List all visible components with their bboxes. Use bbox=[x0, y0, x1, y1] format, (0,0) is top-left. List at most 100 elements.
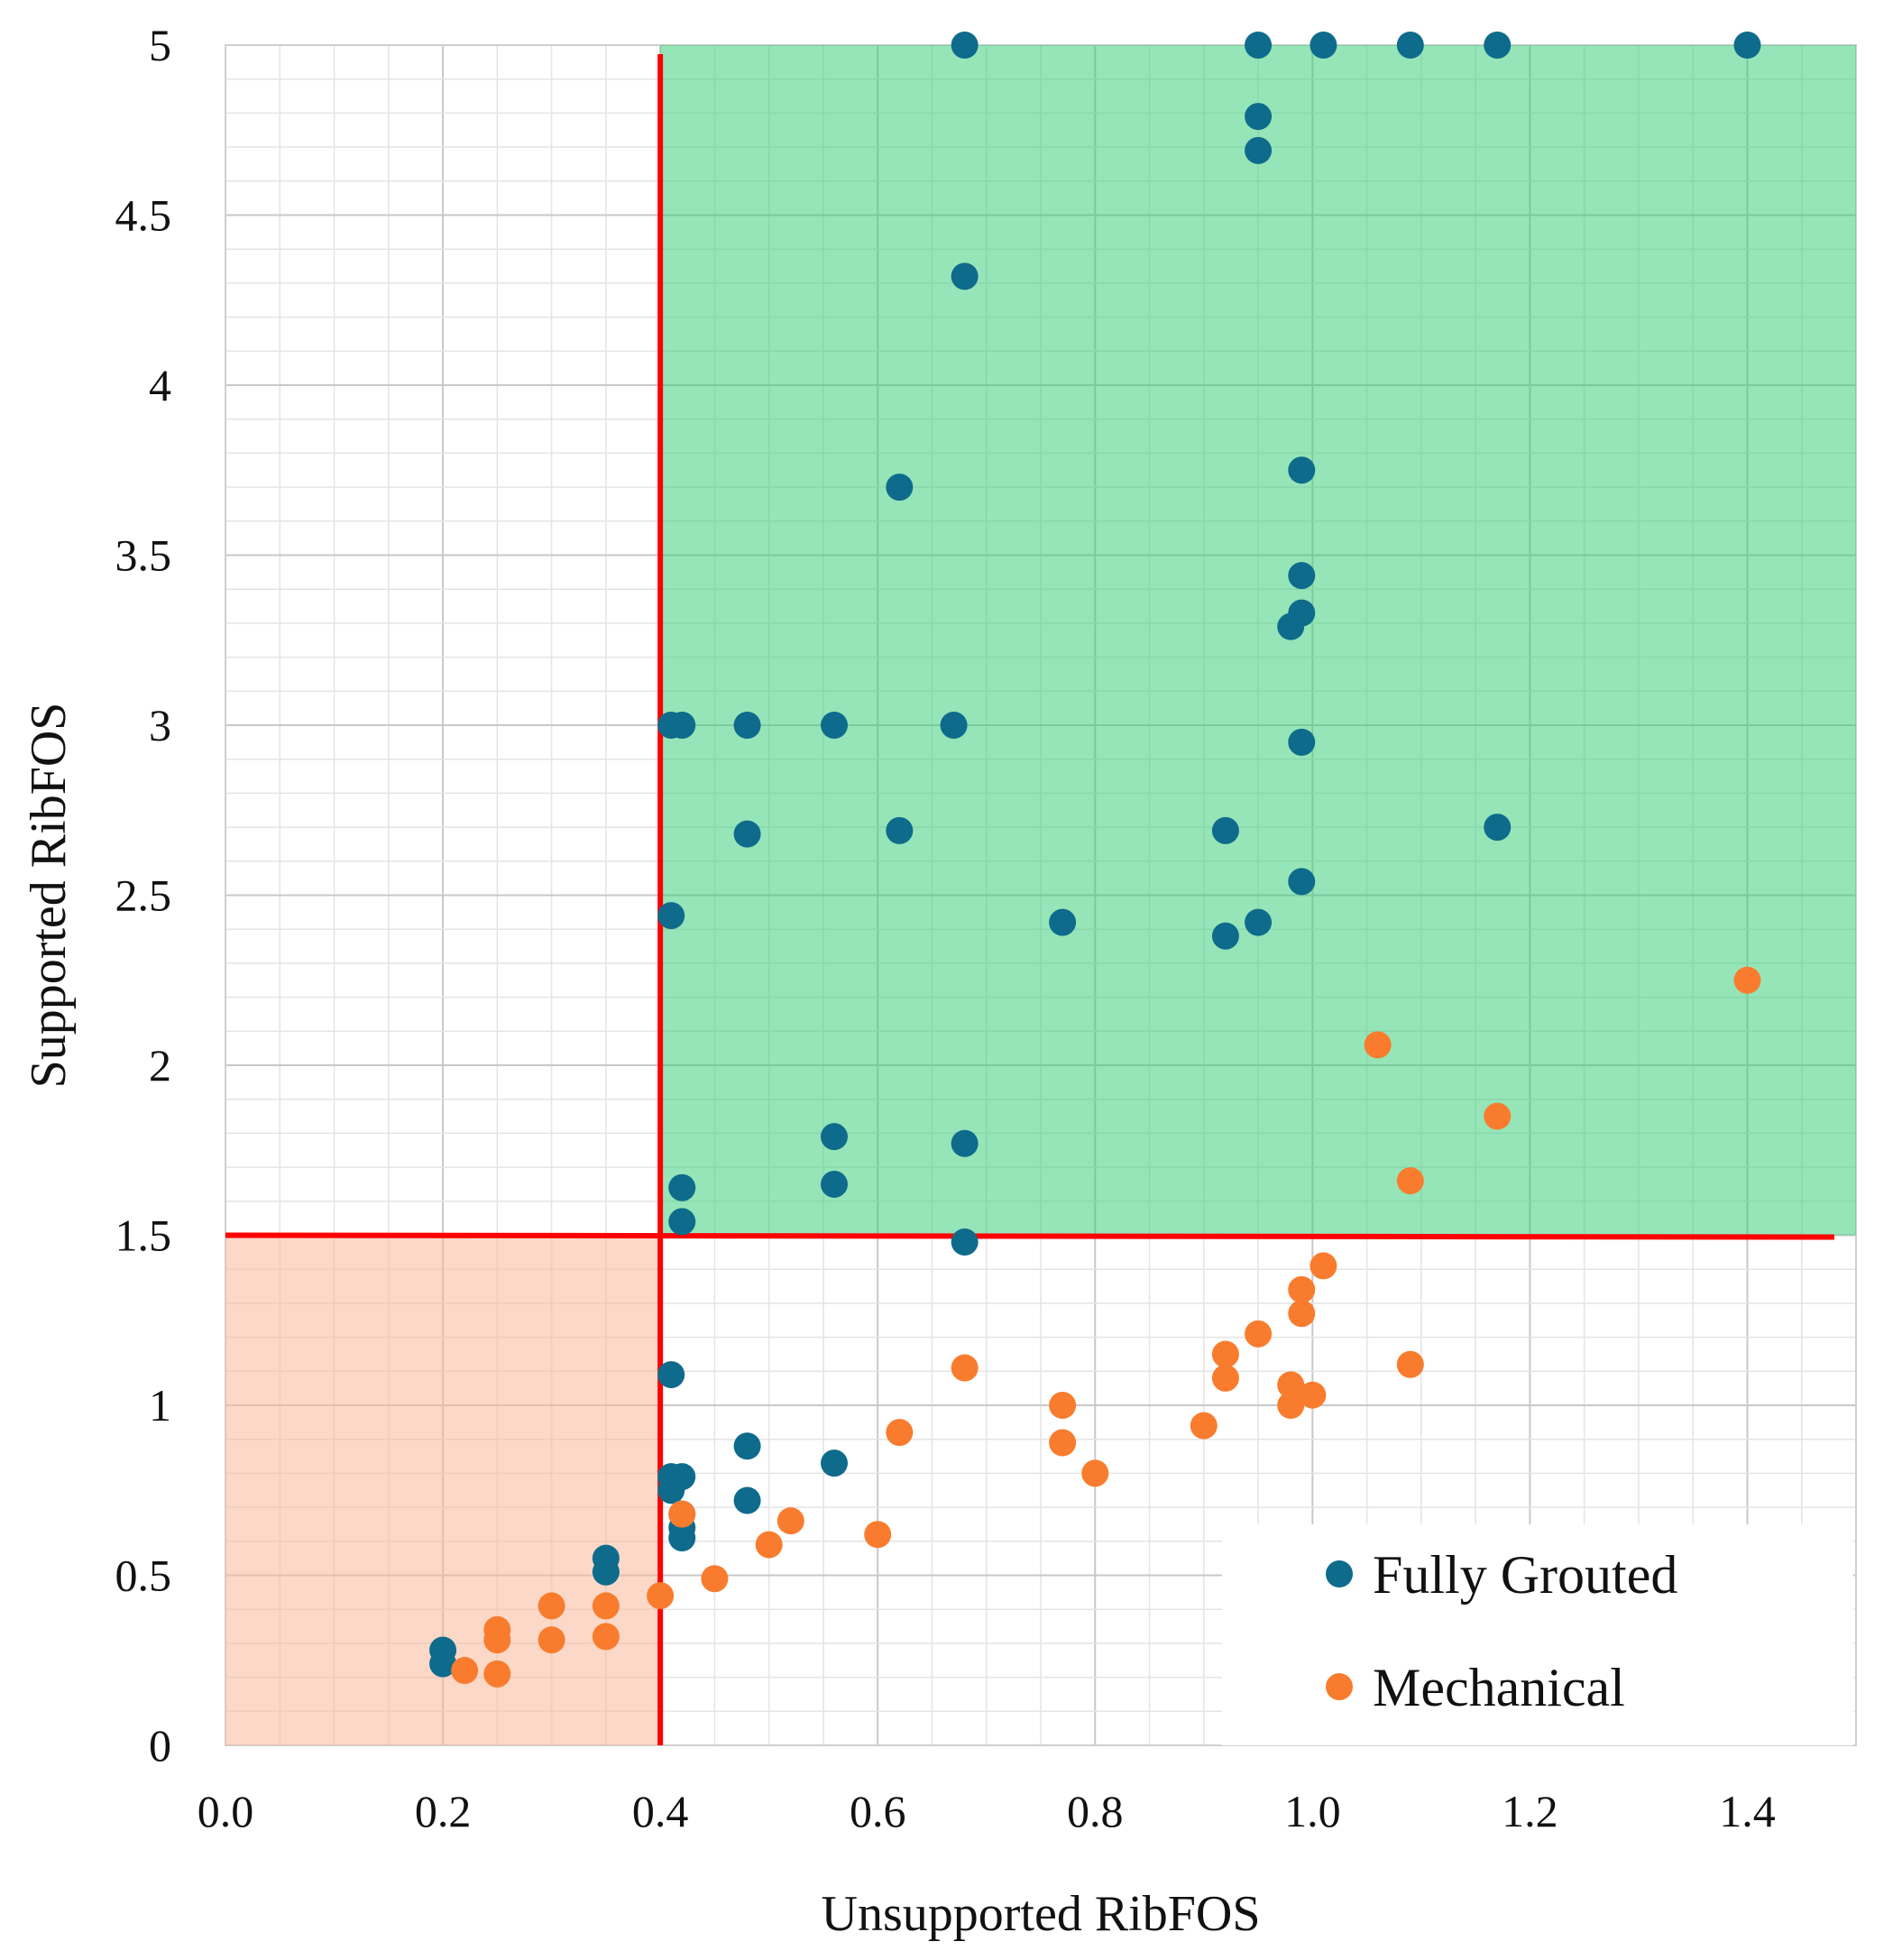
mechanical-point bbox=[1299, 1381, 1327, 1409]
fully-grouted-point bbox=[1288, 562, 1316, 590]
fully-grouted-point bbox=[733, 1486, 761, 1514]
fully-grouted-point bbox=[940, 712, 968, 739]
mechanical-point bbox=[1484, 1102, 1512, 1130]
series-fully-grouted bbox=[429, 32, 1761, 1678]
threshold-lines bbox=[225, 54, 1834, 1745]
fully-grouted-point bbox=[820, 1170, 848, 1198]
fully-grouted-point bbox=[820, 712, 848, 739]
fully-grouted-point bbox=[657, 1361, 685, 1389]
mechanical-point bbox=[886, 1419, 914, 1447]
y-tick-label: 0 bbox=[149, 1720, 171, 1771]
mechanical-point bbox=[451, 1657, 479, 1685]
fully-grouted-point bbox=[1484, 32, 1512, 59]
fully-grouted-point bbox=[657, 902, 685, 930]
mechanical-point bbox=[1190, 1412, 1218, 1440]
y-tick-label: 3.5 bbox=[115, 530, 172, 581]
fully-grouted-point bbox=[657, 1477, 685, 1505]
fully-grouted-point bbox=[1484, 814, 1512, 842]
fully-grouted-point bbox=[820, 1449, 848, 1477]
mechanical-point bbox=[1396, 1350, 1424, 1378]
y-axis-title: Supported RibFOS bbox=[21, 703, 77, 1089]
x-tick-label: 0.6 bbox=[850, 1786, 906, 1836]
mechanical-point bbox=[668, 1500, 696, 1528]
mechanical-point bbox=[592, 1592, 620, 1620]
mechanical-point bbox=[1245, 1320, 1273, 1348]
mechanical-point bbox=[864, 1521, 892, 1549]
fully-grouted-point bbox=[1396, 32, 1424, 59]
fully-grouted-point bbox=[733, 820, 761, 848]
mechanical-point bbox=[1049, 1429, 1077, 1457]
fully-grouted-point bbox=[951, 262, 979, 290]
mechanical-point bbox=[1277, 1371, 1305, 1399]
x-tick-label: 1.0 bbox=[1284, 1786, 1341, 1836]
y-tick-label: 2 bbox=[149, 1040, 171, 1090]
data-points bbox=[429, 32, 1761, 1688]
y-axis-ticks: 0 0.5 1 1.5 2 2.5 3 3.5 4 4.5 5 bbox=[115, 20, 172, 1771]
mechanical-point bbox=[1081, 1459, 1109, 1487]
fully-grouted-point bbox=[592, 1558, 620, 1586]
fully-grouted-point bbox=[429, 1650, 457, 1678]
fully-grouted-point bbox=[1288, 456, 1316, 484]
fully-grouted-point bbox=[733, 1432, 761, 1460]
x-axis-title: Unsupported RibFOS bbox=[822, 1886, 1261, 1942]
fully-grouted-point bbox=[668, 1208, 696, 1236]
mechanical-point bbox=[538, 1626, 565, 1654]
fully-grouted-point bbox=[951, 1129, 979, 1157]
x-tick-label: 1.4 bbox=[1719, 1786, 1776, 1836]
y-tick-label: 3 bbox=[149, 700, 171, 750]
mechanical-point bbox=[483, 1660, 511, 1688]
fully-grouted-point bbox=[951, 1228, 979, 1256]
x-tick-label: 0.2 bbox=[415, 1786, 472, 1836]
mechanical-point bbox=[1049, 1392, 1077, 1419]
legend-marker-fully-grouted bbox=[1326, 1560, 1353, 1587]
mechanical-point bbox=[1288, 1275, 1316, 1303]
y-tick-label: 1 bbox=[149, 1380, 171, 1431]
mechanical-point bbox=[755, 1531, 783, 1559]
y-tick-label: 1.5 bbox=[115, 1210, 172, 1261]
x-tick-label: 1.2 bbox=[1502, 1786, 1558, 1836]
y-tick-label: 4 bbox=[149, 360, 171, 410]
x-tick-label: 0.4 bbox=[632, 1786, 689, 1836]
mechanical-point bbox=[647, 1582, 675, 1610]
fully-grouted-point bbox=[1049, 908, 1077, 936]
fully-grouted-point bbox=[668, 1173, 696, 1201]
mechanical-point bbox=[1211, 1340, 1239, 1368]
fully-grouted-point bbox=[820, 1123, 848, 1151]
fully-grouted-point bbox=[668, 712, 696, 739]
mechanical-point bbox=[483, 1626, 511, 1654]
mechanical-point bbox=[1277, 1392, 1305, 1419]
legend-marker-mechanical bbox=[1326, 1673, 1353, 1700]
mechanical-point bbox=[1396, 1167, 1424, 1195]
mechanical-point bbox=[538, 1592, 565, 1620]
fully-grouted-point bbox=[668, 1524, 696, 1552]
fully-grouted-point bbox=[1211, 816, 1239, 844]
mechanical-point bbox=[1364, 1031, 1392, 1059]
fully-grouted-point bbox=[886, 816, 914, 844]
fully-grouted-point bbox=[733, 712, 761, 739]
legend: Fully Grouted Mechanical bbox=[1222, 1524, 1853, 1745]
x-axis-ticks: 0.0 0.2 0.4 0.6 0.8 1.0 1.2 1.4 bbox=[198, 1786, 1776, 1836]
y-tick-label: 2.5 bbox=[115, 870, 172, 921]
fully-grouted-point bbox=[1288, 868, 1316, 896]
fully-grouted-point bbox=[886, 474, 914, 502]
fully-grouted-point bbox=[1733, 32, 1761, 59]
mechanical-point bbox=[1310, 1252, 1337, 1280]
x-tick-label: 0.0 bbox=[198, 1786, 254, 1836]
fully-grouted-point bbox=[1288, 728, 1316, 756]
y-tick-label: 4.5 bbox=[115, 190, 172, 241]
mechanical-point bbox=[951, 1354, 979, 1382]
horizontal-threshold-line bbox=[225, 1232, 1834, 1240]
mechanical-point bbox=[1733, 966, 1761, 994]
legend-box bbox=[1222, 1524, 1853, 1745]
series-mechanical bbox=[451, 966, 1761, 1688]
mechanical-point bbox=[777, 1507, 804, 1535]
fully-grouted-point bbox=[1245, 103, 1273, 131]
legend-label-fully-grouted: Fully Grouted bbox=[1373, 1545, 1677, 1605]
mechanical-point bbox=[592, 1623, 620, 1651]
legend-label-mechanical: Mechanical bbox=[1373, 1658, 1625, 1717]
mechanical-point bbox=[1211, 1364, 1239, 1392]
mechanical-point bbox=[701, 1565, 729, 1593]
y-tick-label: 5 bbox=[149, 20, 171, 70]
